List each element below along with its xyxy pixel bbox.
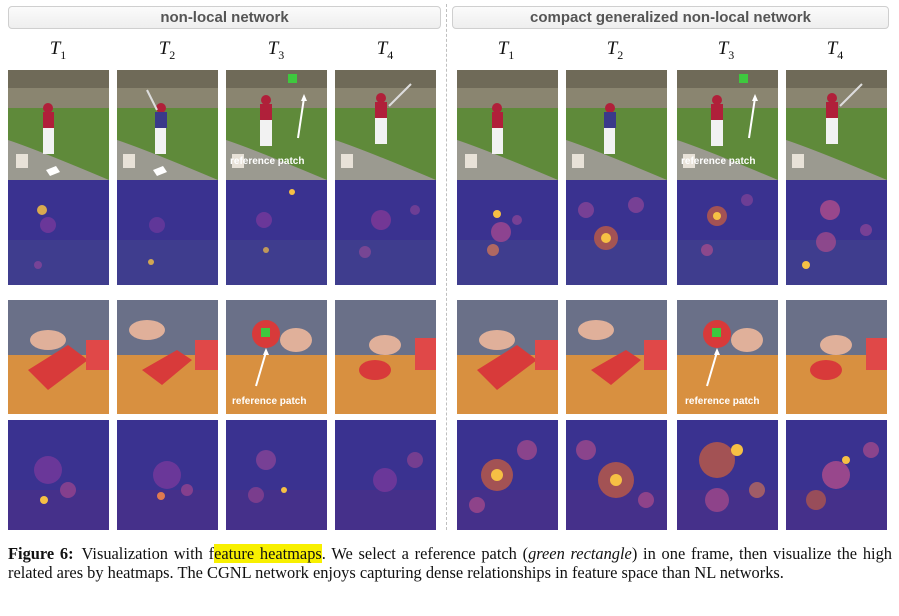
baseball-frame-t2-nl — [117, 70, 218, 180]
caption-text-1: Visualization with f — [81, 544, 215, 563]
baseball-frame-t3-nl: reference patch — [226, 70, 327, 180]
melon-frame-t3-nl: reference patch — [226, 300, 327, 414]
baseball-frame-t1-cgnl — [457, 70, 558, 180]
time-label-t2-nl: T2 — [158, 38, 176, 62]
melon-heatmap-t2-cgnl — [566, 420, 667, 530]
time-label-t3-cgnl: T3 — [717, 38, 735, 62]
time-label-t4-cgnl: T4 — [826, 38, 844, 62]
melon-frame-t2-nl — [117, 300, 218, 414]
melon-heatmap-t3-cgnl — [677, 420, 778, 530]
caption-label: Figure 6: — [8, 544, 74, 563]
reference-patch-marker — [288, 74, 297, 83]
baseball-frame-t4-nl — [335, 70, 436, 180]
reference-patch-label: reference patch — [681, 156, 755, 167]
melon-heatmap-t1-cgnl — [457, 420, 558, 530]
reference-patch-label: reference patch — [685, 396, 759, 407]
reference-patch-marker — [712, 328, 721, 337]
melon-frame-t1-cgnl — [457, 300, 558, 414]
figure-caption: Figure 6: Visualization with feature heat… — [8, 544, 892, 582]
baseball-heatmap-t2-cgnl — [566, 180, 667, 285]
panel-title-non-local: non-local network — [8, 6, 441, 29]
baseball-heatmap-t2-nl — [117, 180, 218, 285]
melon-frame-t4-nl — [335, 300, 436, 414]
time-label-t3-nl: T3 — [267, 38, 285, 62]
panel-divider — [446, 4, 447, 530]
reference-patch-marker — [739, 74, 748, 83]
reference-patch-label: reference patch — [232, 396, 306, 407]
melon-frame-t2-cgnl — [566, 300, 667, 414]
melon-heatmap-t1-nl — [8, 420, 109, 530]
time-label-t1-cgnl: T1 — [497, 38, 515, 62]
caption-italic: green rectangle — [528, 544, 632, 563]
melon-frame-t4-cgnl — [786, 300, 887, 414]
panel-title-cgnl: compact generalized non-local network — [452, 6, 889, 29]
caption-text-2: . We select a reference patch ( — [321, 544, 529, 563]
caption-highlight: eature heatmaps — [214, 544, 322, 563]
baseball-heatmap-t1-cgnl — [457, 180, 558, 285]
baseball-frame-t1-nl — [8, 70, 109, 180]
melon-heatmap-t3-nl — [226, 420, 327, 530]
caption-text-3: ) in one frame, then visualize the high … — [8, 544, 892, 582]
baseball-frame-t4-cgnl — [786, 70, 887, 180]
baseball-heatmap-t3-nl — [226, 180, 327, 285]
time-label-t1-nl: T1 — [49, 38, 67, 62]
baseball-heatmap-t4-nl — [335, 180, 436, 285]
reference-patch-marker — [261, 328, 270, 337]
baseball-frame-t2-cgnl — [566, 70, 667, 180]
melon-heatmap-t2-nl — [117, 420, 218, 530]
melon-heatmap-t4-cgnl — [786, 420, 887, 530]
melon-frame-t3-cgnl: reference patch — [677, 300, 778, 414]
melon-heatmap-t4-nl — [335, 420, 436, 530]
baseball-frame-t3-cgnl: reference patch — [677, 70, 778, 180]
baseball-heatmap-t4-cgnl — [786, 180, 887, 285]
time-label-t4-nl: T4 — [376, 38, 394, 62]
baseball-heatmap-t3-cgnl — [677, 180, 778, 285]
baseball-heatmap-t1-nl — [8, 180, 109, 285]
time-label-t2-cgnl: T2 — [606, 38, 624, 62]
melon-frame-t1-nl — [8, 300, 109, 414]
reference-patch-label: reference patch — [230, 156, 304, 167]
